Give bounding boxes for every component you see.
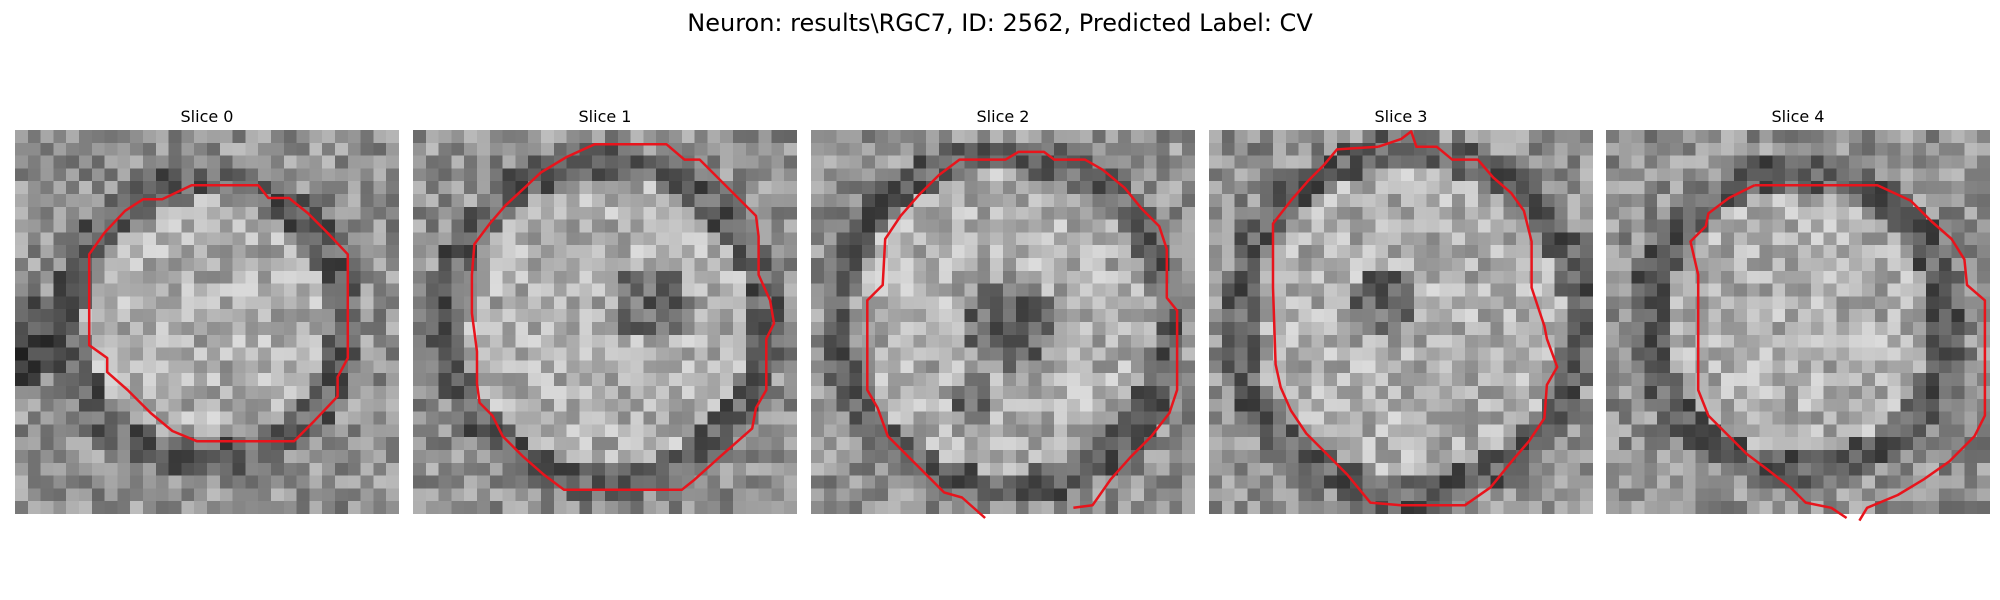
contour-line <box>1754 183 1987 522</box>
contour-line <box>866 158 986 519</box>
segmentation-contour <box>866 150 1179 519</box>
contour-line <box>470 142 776 492</box>
figure-title: Neuron: results\RGC7, ID: 2562, Predicte… <box>687 9 1313 37</box>
slice-image <box>1606 130 1990 514</box>
segmentation-contour <box>1689 183 1987 522</box>
contour-line <box>1271 145 1402 507</box>
slice-panel-2: Slice 2 <box>811 104 1195 519</box>
slice-title: Slice 4 <box>1771 107 1825 126</box>
segmentation-contour <box>470 142 776 492</box>
contour-line <box>87 183 350 443</box>
slice-panel-1: Slice 1 <box>413 104 797 514</box>
segmentation-contour <box>1271 130 1559 507</box>
contour-line <box>1689 184 1848 520</box>
segmentation-contour <box>87 183 350 443</box>
slice-panel-3: Slice 3 <box>1209 104 1593 514</box>
contour-line <box>1377 130 1559 507</box>
slice-title: Slice 1 <box>578 107 632 126</box>
slice-title: Slice 0 <box>180 107 234 126</box>
contour-line <box>974 150 1179 510</box>
slice-panel-4: Slice 4 <box>1606 104 1990 522</box>
slice-title: Slice 3 <box>1374 107 1428 126</box>
slice-title: Slice 2 <box>976 107 1030 126</box>
slice-panel-0: Slice 0 <box>15 104 399 514</box>
slice-image <box>15 130 399 514</box>
